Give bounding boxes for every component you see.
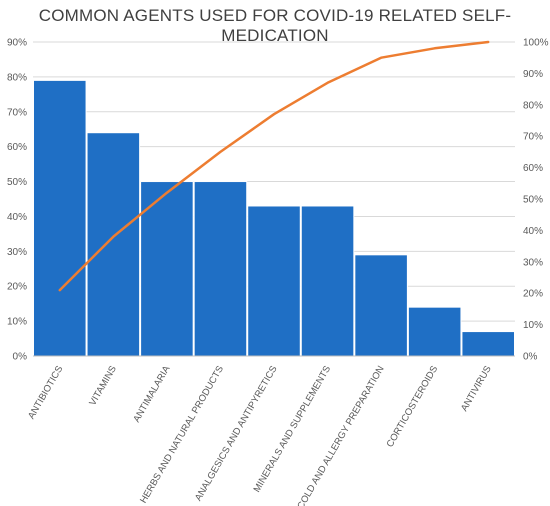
y2-tick-label: 60%	[523, 163, 543, 174]
y-tick-label: 80%	[7, 72, 27, 83]
y-tick-label: 0%	[13, 352, 28, 363]
y2-tick-label: 10%	[523, 320, 543, 331]
y2-tick-label: 80%	[523, 100, 543, 111]
x-category-label: ANTIMALARIA	[131, 363, 173, 424]
y2-tick-label: 0%	[523, 352, 538, 363]
y-tick-label: 70%	[7, 107, 27, 118]
y-tick-label: 10%	[7, 317, 27, 328]
bar	[193, 181, 248, 357]
bar	[33, 79, 87, 357]
y2-tick-label: 70%	[523, 132, 543, 143]
x-category-label: CORTICOSTEROIDS	[385, 364, 441, 449]
x-category-label: COLD AND ALLERGY PREPARATION	[295, 364, 386, 506]
x-category-label: ANTIBIOTICS	[26, 364, 65, 421]
y-tick-label: 40%	[7, 212, 27, 223]
y2-tick-label: 20%	[523, 289, 543, 300]
bar	[247, 205, 301, 357]
chart-title: COMMON AGENTS USED FOR COVID-19 RELATED …	[38, 6, 512, 45]
y-tick-label: 20%	[7, 282, 27, 293]
bar	[461, 331, 516, 357]
bar	[354, 254, 408, 357]
y2-tick-label: 30%	[523, 257, 543, 268]
y2-tick-label: 50%	[523, 195, 543, 206]
y-tick-label: 30%	[7, 247, 27, 258]
bar	[300, 205, 355, 357]
x-category-label: ANTIVIRUS	[459, 364, 494, 413]
bar	[407, 306, 462, 357]
cumulative-line	[58, 40, 490, 292]
y-tick-label: 90%	[7, 38, 27, 49]
bar	[86, 132, 141, 357]
y-tick-label: 60%	[7, 142, 27, 153]
y2-tick-label: 40%	[523, 226, 543, 237]
y2-tick-label: 90%	[523, 69, 543, 80]
y2-tick-label: 100%	[523, 38, 549, 49]
x-category-label: VITAMINS	[87, 364, 119, 408]
y-tick-label: 50%	[7, 177, 27, 188]
